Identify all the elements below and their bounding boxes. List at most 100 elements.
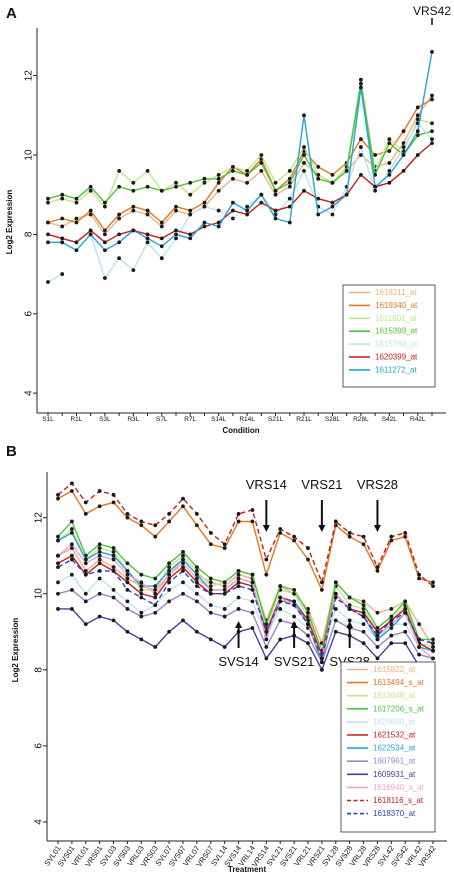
data-point bbox=[264, 629, 269, 634]
data-point bbox=[236, 572, 241, 577]
data-point bbox=[145, 236, 150, 241]
data-point bbox=[373, 188, 378, 193]
data-point bbox=[117, 240, 122, 245]
data-point bbox=[333, 591, 338, 596]
data-point bbox=[259, 192, 264, 197]
data-point bbox=[403, 641, 408, 646]
data-point bbox=[167, 519, 172, 524]
data-point bbox=[139, 591, 144, 596]
y-tick-label: 4 bbox=[34, 819, 45, 825]
chart-panel-B: B4681012SVL01SVS01VRL01VRS01SVL03SVS03VR… bbox=[6, 443, 447, 874]
data-point bbox=[236, 569, 241, 573]
data-point bbox=[245, 208, 250, 213]
data-point bbox=[56, 492, 60, 497]
data-point bbox=[417, 645, 422, 649]
data-point bbox=[174, 236, 178, 241]
data-point bbox=[306, 641, 310, 646]
data-point bbox=[236, 580, 241, 585]
data-point bbox=[69, 542, 74, 547]
data-point bbox=[287, 180, 292, 185]
data-point bbox=[401, 145, 406, 149]
data-point bbox=[69, 481, 74, 486]
data-point bbox=[330, 204, 335, 209]
data-point bbox=[245, 168, 250, 173]
data-point bbox=[347, 534, 352, 539]
annotation-label: VRS14 bbox=[246, 477, 287, 492]
data-point bbox=[292, 538, 297, 543]
data-point bbox=[117, 256, 122, 261]
legend-entry-label: 1618116_s_at bbox=[373, 796, 424, 805]
x-tick-label: S7L bbox=[156, 416, 168, 423]
data-point bbox=[375, 569, 380, 573]
data-point bbox=[188, 212, 193, 217]
data-point bbox=[358, 77, 363, 82]
data-point bbox=[347, 595, 352, 600]
data-point bbox=[375, 610, 380, 615]
data-point bbox=[56, 565, 60, 570]
data-point bbox=[430, 137, 434, 142]
data-point bbox=[347, 607, 352, 611]
data-point bbox=[131, 268, 136, 273]
legend-entry-label: 1613648_at bbox=[373, 691, 416, 700]
data-point bbox=[245, 172, 250, 177]
legend-entry-label: 1622534_at bbox=[373, 744, 416, 753]
x-tick-label: S3L bbox=[99, 416, 111, 423]
data-point bbox=[319, 588, 324, 592]
chart-panel-A: A 4 6 8 10 12 S1L R1L S3L R3L S7L R7L S14L R14L S21L R2… bbox=[5, 4, 451, 435]
data-point bbox=[139, 572, 144, 577]
x-axis-title: Condition bbox=[222, 426, 259, 435]
data-point bbox=[278, 599, 283, 604]
data-point bbox=[174, 204, 178, 209]
data-point bbox=[111, 546, 116, 550]
data-point bbox=[264, 572, 269, 577]
data-point bbox=[278, 607, 283, 611]
y-axis-title: Log2 Expression bbox=[11, 618, 20, 683]
data-point bbox=[417, 572, 422, 577]
data-point bbox=[174, 232, 178, 237]
data-point bbox=[273, 208, 278, 213]
data-point bbox=[316, 172, 321, 177]
legend-entry-label: 1609931_at bbox=[373, 770, 416, 779]
data-point bbox=[431, 580, 435, 585]
data-point bbox=[333, 618, 338, 623]
data-point bbox=[208, 584, 213, 589]
data-point bbox=[278, 637, 283, 642]
data-point bbox=[88, 212, 93, 217]
legend-entry-label: 1611272_at bbox=[375, 365, 417, 374]
data-point bbox=[319, 660, 324, 665]
data-point bbox=[117, 184, 122, 189]
data-point bbox=[361, 599, 366, 604]
data-point bbox=[230, 165, 235, 169]
data-point bbox=[431, 648, 435, 653]
data-point bbox=[60, 272, 65, 276]
data-point bbox=[159, 244, 164, 249]
data-point bbox=[375, 645, 380, 649]
data-point bbox=[319, 667, 324, 672]
data-point bbox=[46, 232, 50, 237]
data-point bbox=[415, 117, 420, 122]
data-point bbox=[69, 519, 74, 524]
data-point bbox=[302, 153, 306, 157]
data-point bbox=[403, 530, 408, 535]
data-point bbox=[111, 500, 116, 505]
data-point bbox=[111, 492, 116, 497]
data-point bbox=[417, 622, 422, 627]
legend: 1618211_at 1619340_at 1611601_at 1615399_at… bbox=[342, 284, 436, 388]
data-point bbox=[56, 591, 60, 596]
data-point bbox=[153, 584, 158, 589]
data-point bbox=[403, 610, 408, 615]
data-point bbox=[208, 603, 213, 608]
data-point bbox=[117, 212, 122, 217]
data-point bbox=[97, 557, 102, 562]
data-point bbox=[83, 569, 88, 573]
data-point bbox=[278, 595, 283, 600]
data-point bbox=[97, 549, 102, 554]
y-tick-label: 12 bbox=[24, 70, 35, 82]
annotation-arrowhead bbox=[262, 525, 270, 532]
data-point bbox=[69, 607, 74, 611]
data-point bbox=[375, 656, 380, 661]
data-point bbox=[153, 523, 158, 528]
data-point bbox=[125, 588, 130, 592]
data-point bbox=[131, 180, 136, 185]
data-point bbox=[88, 208, 93, 213]
